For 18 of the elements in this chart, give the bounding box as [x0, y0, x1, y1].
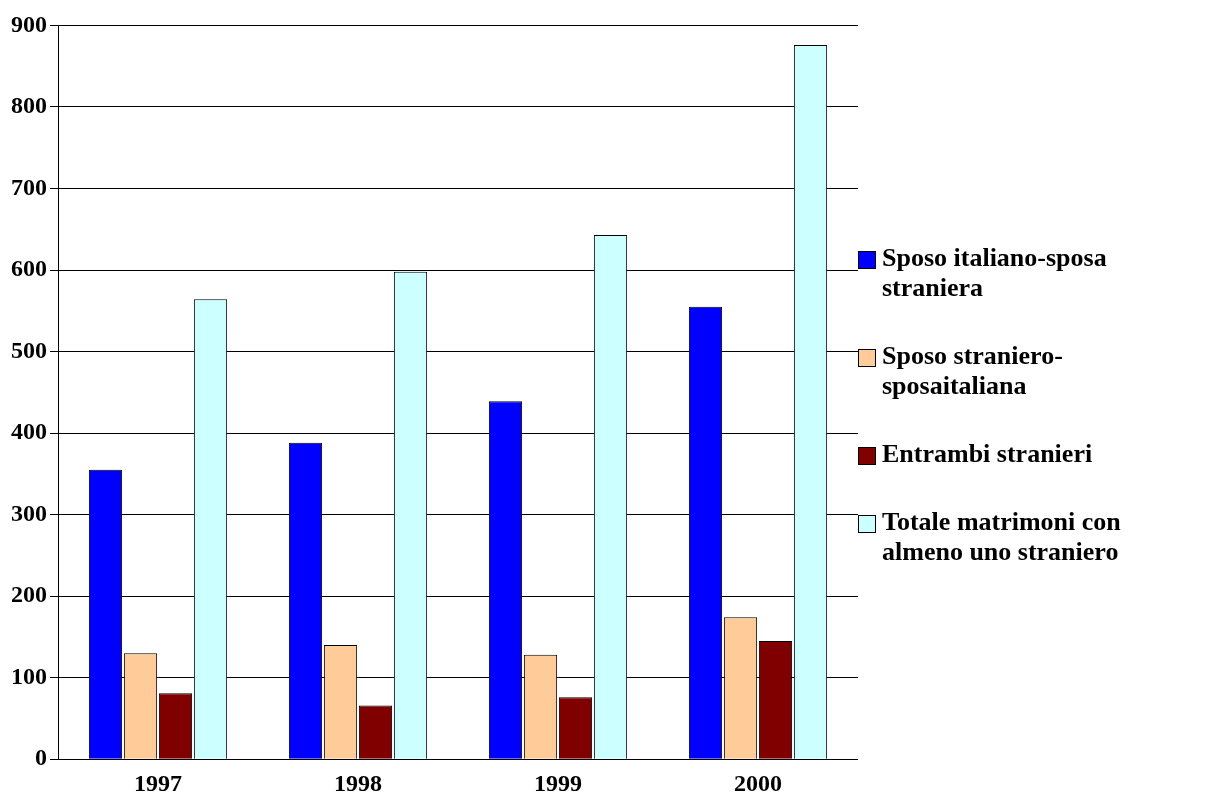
- y-tick-label: 500: [11, 336, 47, 363]
- legend-label: Sposo italiano-sposa straniera: [882, 243, 1108, 303]
- y-tick-label: 0: [35, 744, 47, 771]
- y-tick-label: 200: [11, 581, 47, 608]
- x-tick-label: 1997: [134, 769, 182, 796]
- legend-label: Totale matrimoni con almeno uno straniero: [882, 507, 1122, 567]
- y-tick-label: 700: [11, 173, 47, 200]
- x-tick-label: 1998: [334, 769, 382, 796]
- y-tick-label: 400: [11, 418, 47, 445]
- y-tick-label: 100: [11, 662, 47, 689]
- legend-label: Entrambi stranieri: [882, 439, 1093, 469]
- y-tick-label: 600: [11, 255, 47, 282]
- x-tick-label: 1999: [534, 769, 582, 796]
- x-tick-label: 2000: [734, 769, 782, 796]
- legend-label: Sposo straniero-sposaitaliana: [882, 341, 1064, 401]
- y-tick-label: 800: [11, 92, 47, 119]
- y-tick-label: 900: [11, 10, 47, 37]
- y-tick-label: 300: [11, 499, 47, 526]
